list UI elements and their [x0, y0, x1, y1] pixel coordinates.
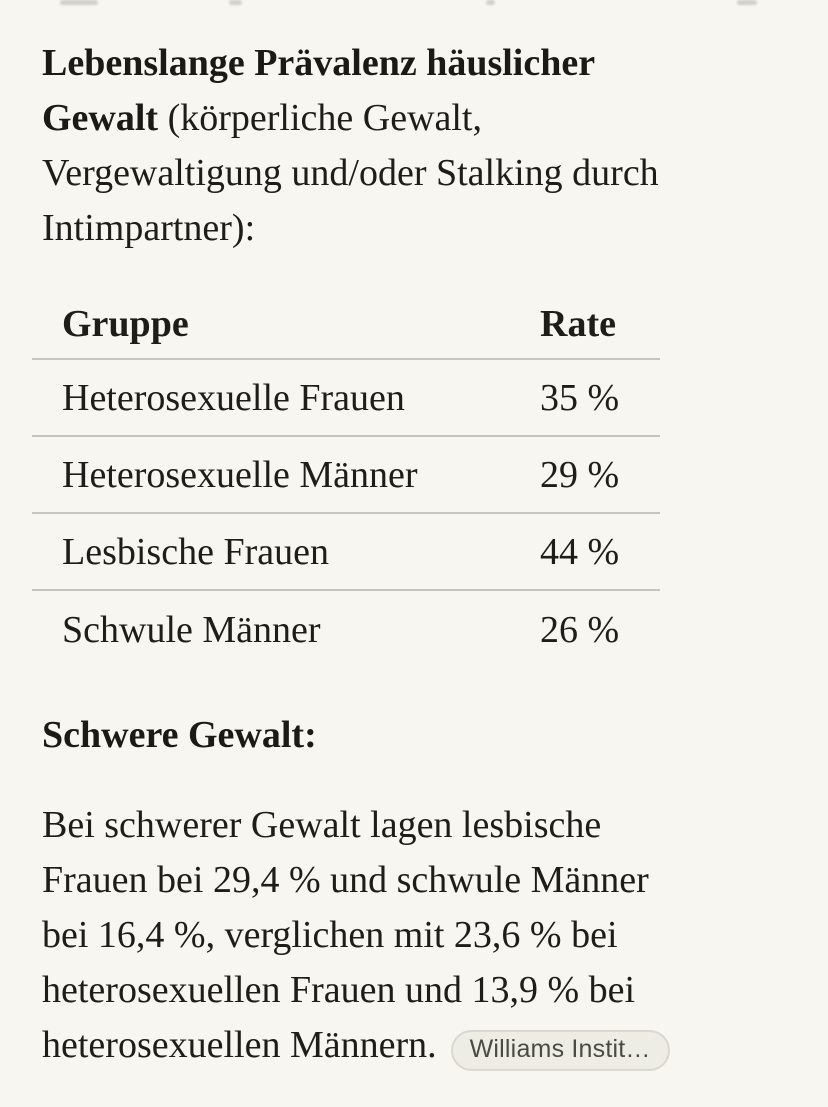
column-header-rate: Rate [540, 303, 616, 345]
table-row: Heterosexuelle Männer 29 % [32, 437, 660, 514]
cutoff-text-artifact [60, 0, 98, 5]
severe-heading: Schwere Gewalt: [42, 714, 317, 756]
severe-text: Bei schwerer Gewalt lagen lesbische Frau… [42, 804, 649, 1066]
table-row: Lesbische Frauen 44 % [32, 514, 660, 591]
column-header-gruppe: Gruppe [62, 303, 189, 345]
rate-cell: 29 % [540, 453, 620, 496]
table-row: Schwule Männer 26 % [32, 591, 660, 668]
citation-chip[interactable]: Williams Instit… [450, 1030, 670, 1071]
cutoff-text-artifact [737, 0, 757, 5]
rate-cell: 26 % [540, 608, 620, 651]
table-header-row: Gruppe Rate [32, 290, 660, 360]
intro-regular-text: (körperliche Gewalt, Vergewaltigung und/… [42, 97, 659, 249]
cutoff-text-artifact [486, 0, 495, 5]
group-cell: Heterosexuelle Männer [62, 453, 418, 496]
rate-cell: 44 % [540, 530, 620, 573]
intro-bold-text: Lebenslange Prävalenz häuslicher Gewalt [42, 42, 596, 139]
group-cell: Lesbische Frauen [62, 530, 329, 573]
cutoff-text-artifact [229, 0, 242, 5]
intro-paragraph: Lebenslange Prävalenz häuslicher Gewalt … [42, 36, 794, 256]
group-cell: Schwule Männer [62, 608, 321, 651]
group-cell: Heterosexuelle Frauen [62, 376, 405, 419]
rate-cell: 35 % [540, 376, 620, 419]
prevalence-table: Gruppe Rate Heterosexuelle Frauen 35 % H… [32, 290, 660, 668]
severe-paragraph: Bei schwerer Gewalt lagen lesbische Frau… [42, 798, 794, 1073]
citation-label: Williams Instit… [469, 1035, 651, 1063]
table-row: Heterosexuelle Frauen 35 % [32, 360, 660, 437]
